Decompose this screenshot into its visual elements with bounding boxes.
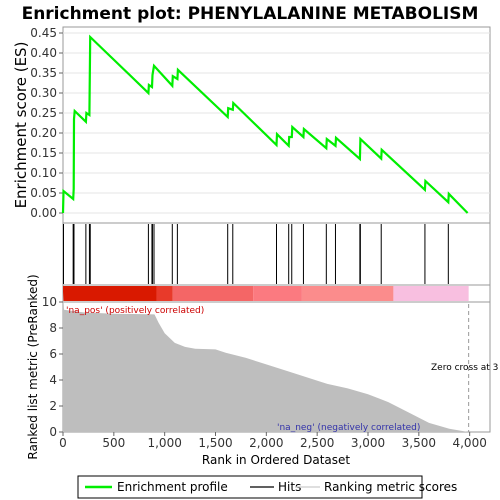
metric-tick-label: 10 <box>42 295 57 309</box>
es-y-ticks: 0.00 0.05 0.10 0.15 0.20 0.25 0.30 0.35 0.40 0.45 <box>30 26 63 220</box>
legend-hits-label: Hits <box>278 480 301 494</box>
es-tick-label: 0.25 <box>30 106 57 120</box>
heatmap-segment <box>63 286 157 301</box>
es-tick-label: 0.10 <box>30 166 57 180</box>
x-tick-label: 0 <box>59 436 67 450</box>
es-tick-label: 0.15 <box>30 146 57 160</box>
x-tick-label: 2,500 <box>300 436 334 450</box>
es-tick-label: 0.45 <box>30 26 57 40</box>
metric-tick-label: 0 <box>49 425 57 439</box>
x-tick-label: 1,500 <box>198 436 232 450</box>
ranking-heatmap <box>63 286 469 301</box>
chart-title: Enrichment plot: PHENYLALANINE METABOLIS… <box>22 4 479 24</box>
es-panel <box>62 26 491 224</box>
ranked-metric-area <box>63 291 469 432</box>
heatmap-segment <box>253 286 302 301</box>
metric-tick-label: 2 <box>49 399 57 413</box>
legend-metric-label: Ranking metric scores <box>324 480 457 494</box>
x-tick-label: 3,000 <box>351 436 385 450</box>
legend: Enrichment profile Hits Ranking metric s… <box>77 475 457 499</box>
metric-tick-label: 8 <box>49 321 57 335</box>
x-tick-label: 1,000 <box>147 436 181 450</box>
heatmap-segment <box>172 286 254 301</box>
neg-annotation: 'na_neg' (negatively correlated) <box>277 423 420 433</box>
zero-cross-annotation: Zero cross at 3 <box>431 363 498 373</box>
legend-profile-label: Enrichment profile <box>117 480 228 494</box>
es-tick-label: 0.00 <box>30 206 57 220</box>
es-tick-label: 0.35 <box>30 66 57 80</box>
metric-y-axis-label: Ranked list metric (PreRanked) <box>26 274 40 459</box>
es-tick-label: 0.30 <box>30 86 57 100</box>
metric-tick-label: 6 <box>49 347 57 361</box>
x-tick-label: 2,000 <box>249 436 283 450</box>
heatmap-segment <box>156 286 173 301</box>
heatmap-segment <box>301 286 394 301</box>
enrichment-profile-line <box>61 34 469 214</box>
es-tick-label: 0.05 <box>30 186 57 200</box>
x-tick-label: 4,000 <box>452 436 486 450</box>
hit-markers <box>63 224 449 284</box>
x-tick-label: 3,500 <box>402 436 436 450</box>
x-axis-ticks: 0 500 1,000 1,500 2,000 2,500 3,000 3,500 4,000 <box>59 432 487 450</box>
es-tick-label: 0.20 <box>30 126 57 140</box>
pos-annotation: 'na_pos' (positively correlated) <box>66 306 204 316</box>
heatmap-segment <box>393 286 469 301</box>
x-axis-label: Rank in Ordered Dataset <box>202 453 350 467</box>
x-tick-label: 500 <box>102 436 125 450</box>
es-tick-label: 0.40 <box>30 46 57 60</box>
metric-y-ticks: 0 2 4 6 8 10 <box>42 295 63 439</box>
es-gridlines <box>63 32 490 214</box>
es-y-axis-label: Enrichment score (ES) <box>12 42 30 209</box>
metric-tick-label: 4 <box>49 373 57 387</box>
